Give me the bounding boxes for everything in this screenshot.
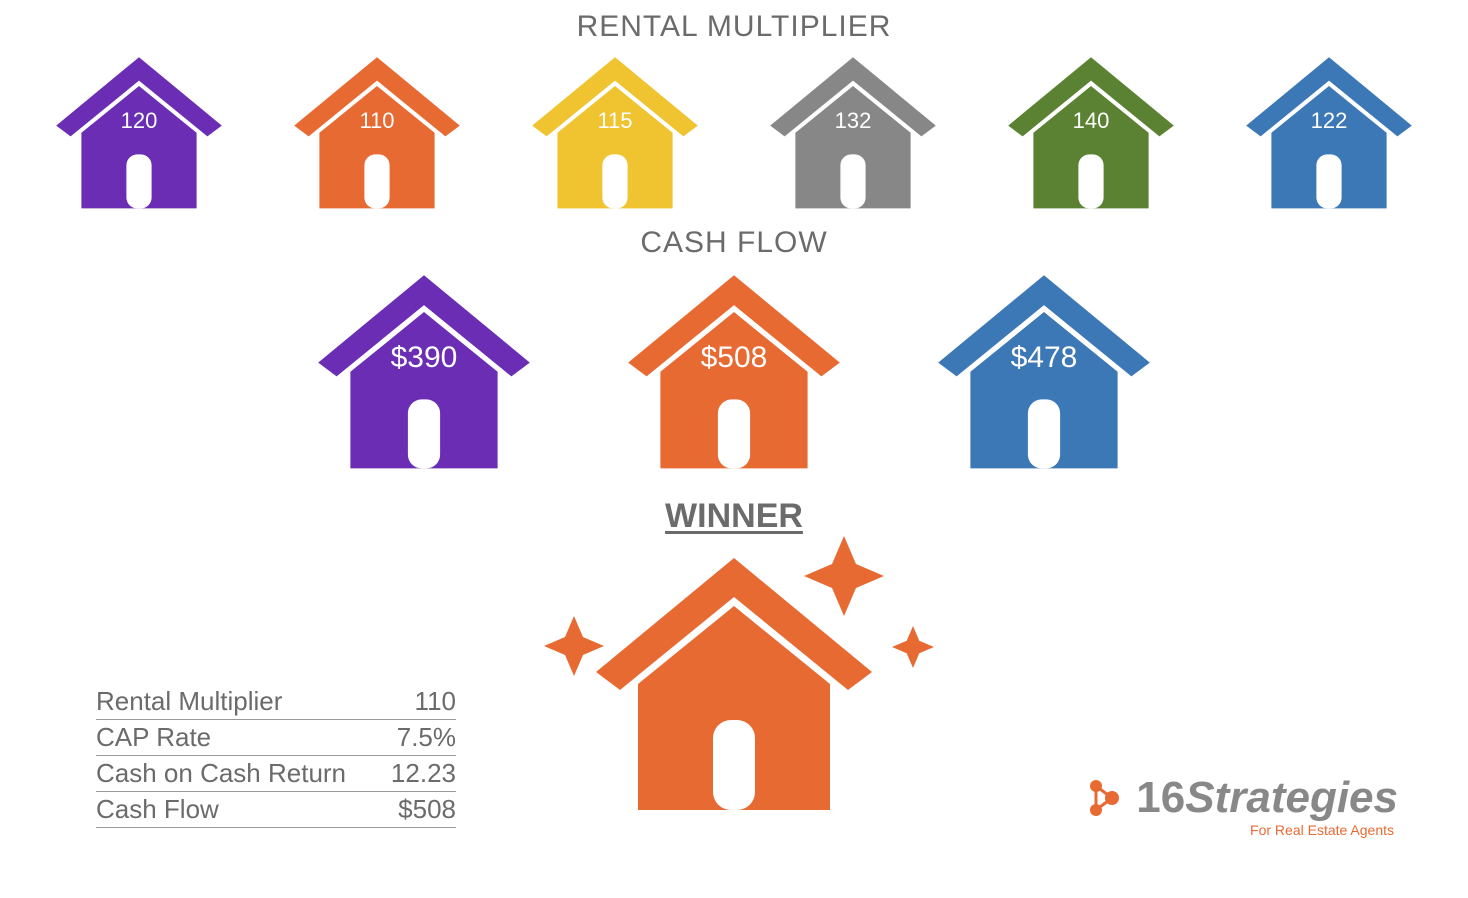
cash-flow-row: $390 $508 $478 <box>0 266 1468 473</box>
stats-value: 12.23 <box>391 758 456 789</box>
logo-text: 16Strategies <box>1136 776 1398 820</box>
sparkle-icon <box>892 626 934 668</box>
logo-dots-icon <box>1082 776 1126 820</box>
row1-house: 115 <box>525 50 705 212</box>
stats-label: CAP Rate <box>96 722 211 753</box>
stats-row: Rental Multiplier 110 <box>96 684 456 720</box>
winner-house <box>514 546 954 816</box>
stats-label: Cash on Cash Return <box>96 758 346 789</box>
row2-house: $478 <box>929 266 1159 473</box>
sparkle-icon <box>544 616 604 676</box>
row1-house: 110 <box>287 50 467 212</box>
row1-house: 132 <box>763 50 943 212</box>
brand-logo: 16Strategies For Real Estate Agents <box>1082 776 1398 838</box>
row1-house: 120 <box>49 50 229 212</box>
winner-title: WINNER <box>0 497 1468 536</box>
row1-house: 140 <box>1001 50 1181 212</box>
sparkle-icon <box>804 536 884 616</box>
row2-house: $390 <box>309 266 539 473</box>
stats-value: 7.5% <box>397 722 456 753</box>
cash-flow-title: CASH FLOW <box>0 226 1468 260</box>
row2-house: $508 <box>619 266 849 473</box>
stats-row: Cash on Cash Return 12.23 <box>96 756 456 792</box>
rental-multiplier-title: RENTAL MULTIPLIER <box>0 0 1468 44</box>
logo-tagline: For Real Estate Agents <box>1250 822 1394 838</box>
stats-value: $508 <box>398 794 456 825</box>
row1-house: 122 <box>1239 50 1419 212</box>
winner-stats-table: Rental Multiplier110CAP Rate7.5%Cash on … <box>96 684 456 828</box>
stats-label: Cash Flow <box>96 794 219 825</box>
rental-multiplier-row: 120 110 115 132 140 122 <box>0 50 1468 212</box>
stats-row: Cash Flow $508 <box>96 792 456 828</box>
stats-row: CAP Rate 7.5% <box>96 720 456 756</box>
stats-label: Rental Multiplier <box>96 686 282 717</box>
stats-value: 110 <box>415 686 456 717</box>
